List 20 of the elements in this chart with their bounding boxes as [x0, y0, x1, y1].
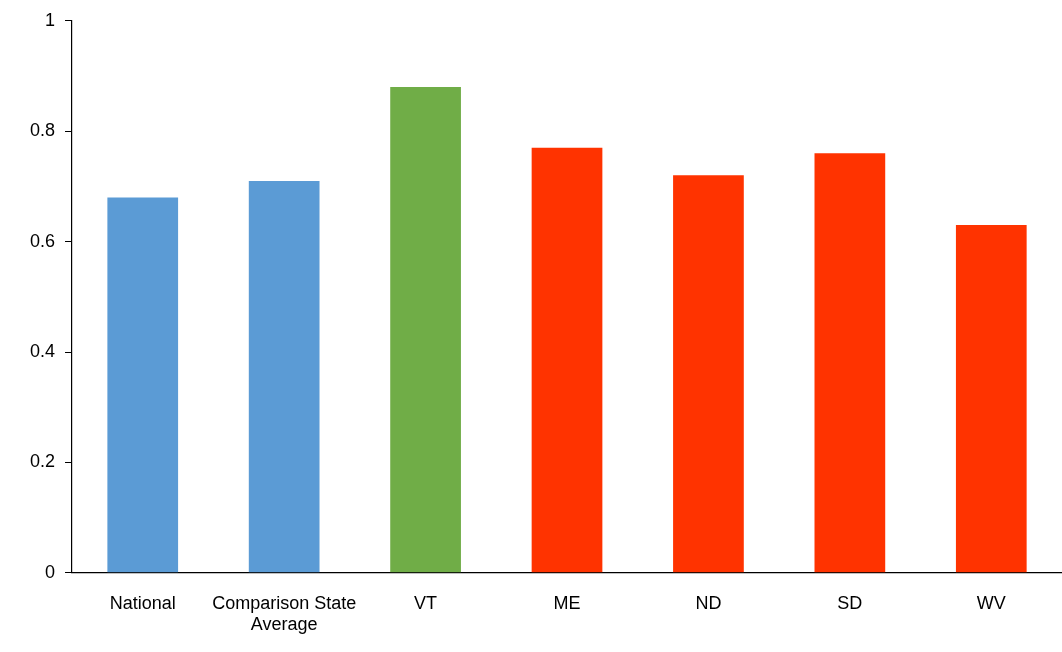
bar [248, 180, 320, 573]
y-tick-label: 1 [45, 9, 56, 30]
y-tick-label: 0 [45, 561, 56, 582]
x-tick-label: SD [837, 592, 863, 613]
bar [107, 197, 179, 573]
x-tick-label: WV [976, 592, 1006, 613]
x-tick-label: Comparison State Average [212, 592, 357, 635]
y-tick-label: 0.2 [29, 451, 56, 472]
bar [814, 153, 886, 573]
x-tick-label: ME [553, 592, 581, 613]
x-tick-label: VT [414, 592, 438, 613]
bar [531, 147, 603, 573]
bar [955, 225, 1027, 573]
bar [390, 87, 461, 573]
y-tick-label: 0.8 [29, 120, 56, 141]
y-tick-label: 0.6 [29, 230, 56, 251]
bar [673, 175, 744, 573]
y-tick-label: 0.4 [29, 340, 56, 361]
x-tick-label: ND [695, 592, 722, 613]
x-tick-label: National [109, 592, 176, 613]
